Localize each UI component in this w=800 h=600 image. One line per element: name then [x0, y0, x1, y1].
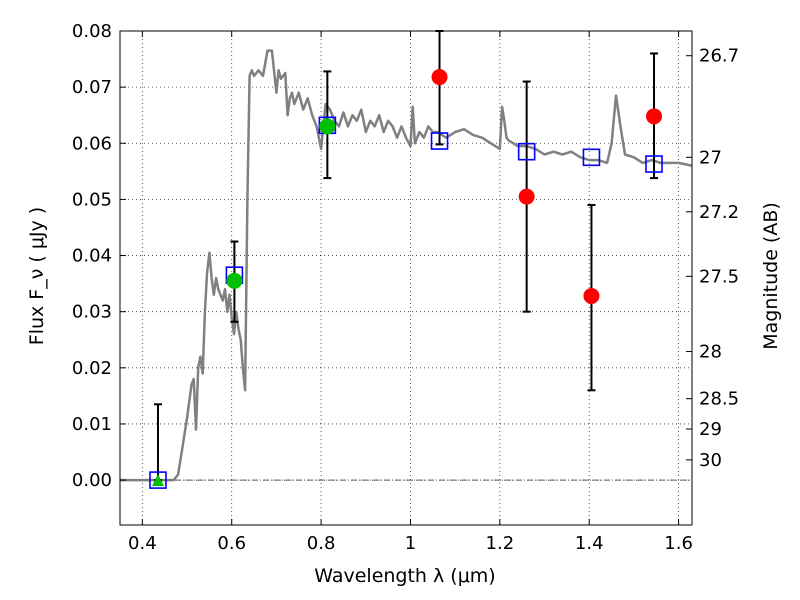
right-tick-label: 28 [699, 342, 722, 363]
y-tick-label: 0.01 [72, 414, 112, 435]
model-spectrum-line [120, 49, 693, 482]
right-tick-label: 26.7 [699, 46, 739, 67]
x-tick-label: 1.4 [575, 533, 604, 554]
x-tick-label: 1 [405, 533, 416, 554]
observed-flux-point [583, 287, 600, 304]
y-tick-label: 0.04 [72, 246, 112, 267]
observed-flux-point [431, 69, 448, 86]
plot-frame [119, 30, 693, 526]
right-tick-label: 29 [699, 419, 722, 440]
right-axis-label: Magnitude (AB) [760, 202, 782, 350]
y-tick-label: 0.03 [72, 302, 112, 323]
y-axis-label: Flux F_ν ( μJy ) [26, 207, 48, 345]
y-tick-label: 0.05 [72, 189, 112, 210]
model-photometry-square [430, 132, 449, 150]
observed-flux-point [518, 188, 535, 205]
right-tick-label: 30 [699, 450, 722, 471]
upper-limit-triangle [151, 474, 164, 487]
y-tick-label: 0.07 [72, 77, 112, 98]
x-tick-label: 1.6 [664, 533, 693, 554]
y-tick-label: 0.06 [72, 133, 112, 154]
x-tick-label: 1.2 [486, 533, 515, 554]
right-tick-label: 28.5 [699, 389, 739, 410]
right-tick-label: 27.2 [699, 202, 739, 223]
x-axis-ticks: 0.4 0.6 0.8 1 1.2 1.4 1.6 [128, 31, 693, 554]
observed-points [151, 69, 663, 487]
model-photometry-square [517, 142, 536, 161]
x-tick-label: 0.4 [128, 533, 157, 554]
observed-flux-point [319, 118, 336, 135]
model-photometry-square [645, 155, 663, 173]
observed-flux-point [226, 272, 243, 289]
y-tick-label: 0.08 [72, 21, 112, 42]
x-tick-label: 0.6 [217, 533, 246, 554]
observed-flux-point [646, 108, 663, 125]
right-tick-label: 27 [699, 147, 722, 168]
x-axis-label: Wavelength λ (μm) [314, 565, 495, 587]
model-photometry-square [582, 148, 601, 167]
right-tick-label: 27.5 [699, 266, 739, 287]
y-tick-label: 0.00 [72, 470, 112, 491]
x-tick-label: 0.8 [307, 533, 336, 554]
right-axis-ticks: 26.7 27 27.2 27.5 28 28.5 29 30 [686, 46, 739, 471]
model-spectrum [120, 49, 693, 482]
model-photometry-square [149, 471, 167, 489]
y-tick-label: 0.02 [72, 358, 112, 379]
y-axis-ticks: 0.00 0.01 0.02 0.03 0.04 0.05 0.06 0.07 0.08 [72, 21, 126, 491]
